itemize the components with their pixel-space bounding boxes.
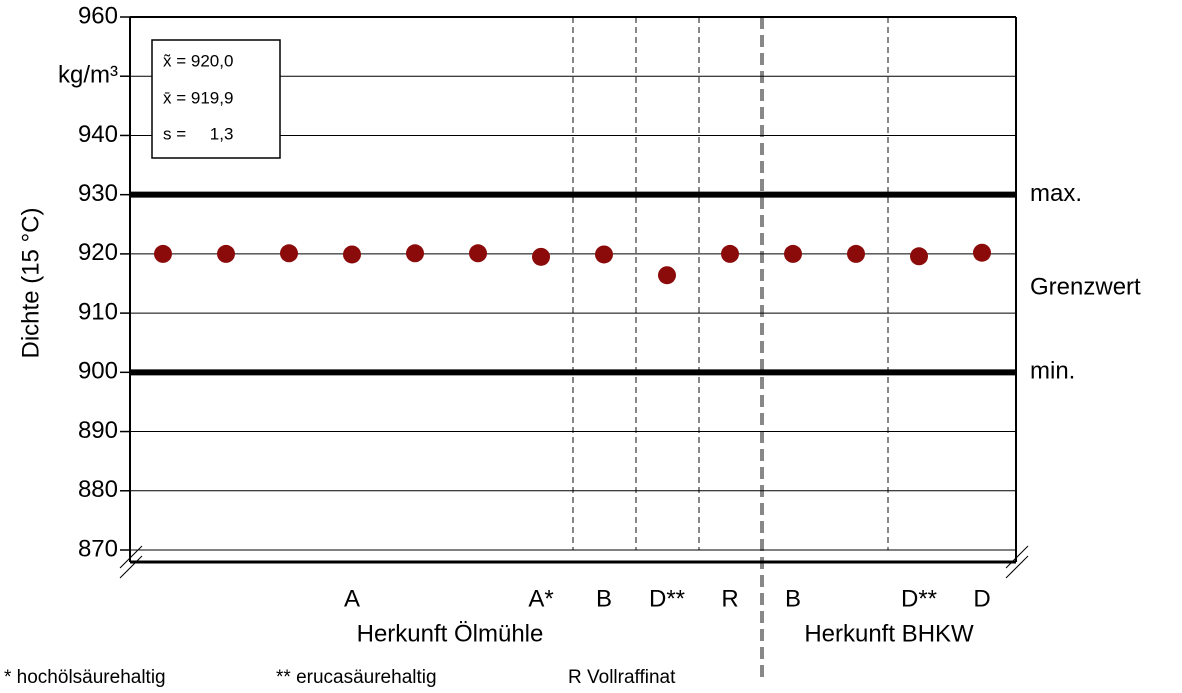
y-tick-label: 880 — [78, 476, 118, 503]
y-tick-label: 870 — [78, 535, 118, 562]
point — [721, 244, 739, 263]
stat-median: x̃ = 920,0 — [163, 51, 233, 70]
x-tick-label: A* — [528, 585, 553, 612]
x-tick-label: D — [973, 585, 990, 612]
origin-label: Herkunft Ölmühle — [357, 620, 544, 647]
stats-box — [151, 39, 281, 159]
point — [532, 247, 550, 266]
point — [217, 244, 235, 263]
y-tick-label: 900 — [78, 358, 118, 385]
limit-label: min. — [1030, 358, 1075, 385]
x-tick-label: A — [344, 585, 360, 612]
limit-caption: Grenzwert — [1030, 273, 1141, 300]
stat-sd: s = 1,3 — [163, 124, 233, 143]
axis-break — [119, 555, 143, 579]
point — [406, 244, 424, 263]
y-tick-label: 910 — [78, 298, 118, 325]
origin-label: Herkunft BHKW — [804, 620, 974, 647]
x-tick-label: B — [596, 585, 612, 612]
y-tick-label: 890 — [78, 417, 118, 444]
y-tick-label: 960 — [78, 2, 118, 29]
stat-mean: x̄ = 919,9 — [163, 88, 233, 107]
y-axis-label: Dichte (15 °C) — [17, 208, 44, 359]
point — [280, 244, 298, 263]
footnote: ** erucasäurehaltig — [276, 667, 437, 688]
y-tick-label: 940 — [78, 121, 118, 148]
footnote: * hochölsäurehaltig — [4, 667, 166, 688]
point — [595, 245, 613, 264]
point — [469, 244, 487, 263]
point — [343, 245, 361, 264]
x-tick-label: D** — [649, 585, 685, 612]
y-tick-label: 920 — [78, 239, 118, 266]
y-tick-label: kg/m³ — [58, 62, 118, 89]
point — [784, 244, 802, 263]
axis-break — [1005, 545, 1029, 569]
x-tick-label: D** — [901, 585, 937, 612]
point — [154, 244, 172, 263]
axis-break — [1005, 555, 1029, 579]
limit-label: max. — [1030, 180, 1082, 207]
point — [910, 247, 928, 266]
footnote: R Vollraffinat — [568, 667, 676, 688]
dividers — [572, 17, 889, 680]
point — [973, 243, 991, 262]
x-tick-label: R — [721, 585, 738, 612]
point — [658, 266, 676, 285]
point — [847, 244, 865, 263]
y-tick-label: 930 — [78, 180, 118, 207]
x-tick-label: B — [785, 585, 801, 612]
